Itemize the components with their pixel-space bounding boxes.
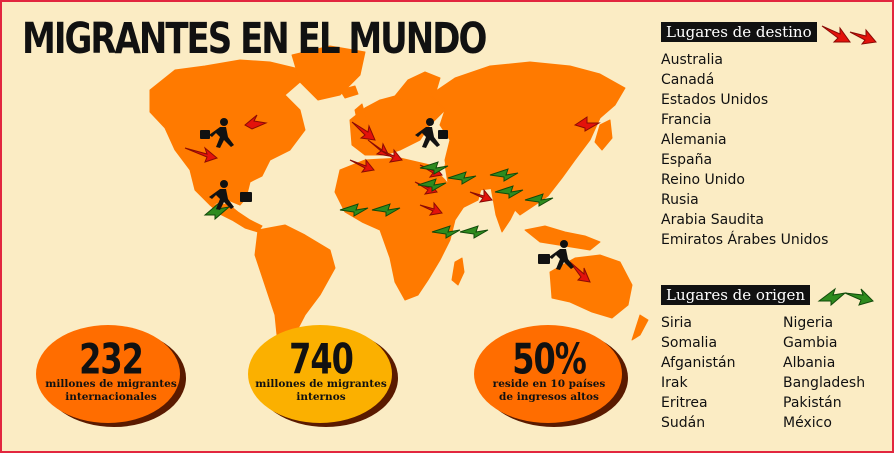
red-arrow-icon bbox=[184, 146, 219, 163]
running-person-with-suitcase-icon bbox=[415, 118, 448, 148]
stat-label-line-1: millones de migrantes bbox=[45, 378, 177, 390]
origins-heading: Lugares de origen bbox=[661, 285, 811, 305]
green-arrow-icon bbox=[371, 203, 401, 217]
stat-label: reside en 10 países de ingresos altos bbox=[468, 378, 630, 404]
stat-high-income-share: 50% reside en 10 países de ingresos alto… bbox=[468, 322, 630, 430]
iceland-shape bbox=[339, 85, 359, 99]
red-arrow-icon bbox=[469, 188, 493, 203]
list-item: Siria bbox=[661, 315, 693, 331]
list-item: Albania bbox=[783, 355, 836, 371]
stat-circle bbox=[36, 325, 186, 427]
stat-label-line-2: internacionales bbox=[65, 391, 157, 403]
red-arrow-icon bbox=[821, 25, 851, 43]
destinations-list: Australia Canadá Estados Unidos Francia … bbox=[661, 50, 828, 250]
list-item: Arabia Saudita bbox=[661, 212, 764, 228]
running-person-with-suitcase-icon bbox=[200, 118, 234, 148]
stat-value: 232 bbox=[79, 334, 144, 384]
list-item: Francia bbox=[661, 112, 712, 128]
page-title: MIGRANTES EN EL MUNDO bbox=[22, 14, 487, 64]
green-arrow-icon bbox=[494, 185, 524, 199]
scandinavia-shape bbox=[394, 71, 441, 101]
green-arrow-icon bbox=[844, 288, 874, 306]
list-item: Rusia bbox=[661, 192, 699, 208]
list-item: Alemania bbox=[661, 132, 727, 148]
running-person-with-suitcase-icon bbox=[209, 180, 252, 210]
destinations-heading: Lugares de destino bbox=[661, 22, 817, 42]
madagascar-shape bbox=[451, 257, 465, 286]
list-item: Canadá bbox=[661, 72, 715, 88]
stat-label: millones de migrantes internacionales bbox=[34, 378, 188, 404]
destination-arrows bbox=[184, 114, 601, 283]
green-arrow-icon bbox=[447, 171, 477, 185]
origins-list-column-1: Siria Somalia Afganistán Irak Eritrea Su… bbox=[661, 313, 735, 433]
list-item: Reino Unido bbox=[661, 172, 745, 188]
new-zealand-shape bbox=[631, 314, 649, 341]
stat-circle bbox=[474, 325, 628, 427]
green-arrow-icon bbox=[339, 203, 369, 217]
red-arrow-icon bbox=[351, 121, 376, 141]
list-item: Estados Unidos bbox=[661, 92, 769, 108]
north-america-shape bbox=[149, 59, 306, 206]
red-arrow-icon bbox=[379, 148, 403, 163]
running-person-with-suitcase-icon bbox=[538, 240, 574, 270]
list-item: Gambia bbox=[783, 335, 838, 351]
list-item: Pakistán bbox=[783, 395, 842, 411]
stat-label: millones de migrantes internos bbox=[244, 378, 398, 404]
list-item: Nigeria bbox=[783, 315, 834, 331]
india-shape bbox=[489, 179, 521, 233]
destination-legend-arrows bbox=[821, 25, 877, 45]
list-item: Emiratos Árabes Unidos bbox=[661, 232, 829, 248]
green-arrow-icon bbox=[524, 193, 554, 207]
red-arrow-icon bbox=[244, 114, 268, 130]
australia-shape bbox=[549, 254, 633, 319]
green-arrow-icon bbox=[419, 161, 449, 175]
world-map bbox=[149, 45, 649, 356]
indonesia-shape bbox=[524, 225, 601, 251]
list-item: Somalia bbox=[661, 335, 718, 351]
stat-value: 740 bbox=[289, 334, 354, 384]
green-arrow-icon bbox=[817, 287, 847, 307]
list-item: Irak bbox=[661, 375, 688, 391]
green-arrow-icon bbox=[431, 225, 461, 239]
list-item: Bangladesh bbox=[783, 375, 866, 391]
origins-list-column-2: Nigeria Gambia Albania Bangladesh Pakist… bbox=[783, 313, 865, 433]
stat-label-line-1: reside en 10 países bbox=[492, 378, 606, 390]
origin-legend-arrows bbox=[817, 287, 874, 307]
list-item: Afganistán bbox=[661, 355, 736, 371]
greenland-shape bbox=[291, 45, 366, 101]
japan-shape bbox=[594, 119, 613, 151]
origin-arrows bbox=[203, 161, 554, 239]
stat-internal-migrants: 740 millones de migrantes internos bbox=[244, 322, 398, 430]
green-arrow-icon bbox=[489, 168, 519, 182]
green-arrow-icon bbox=[459, 225, 489, 239]
list-item: España bbox=[661, 152, 713, 168]
list-item: Australia bbox=[661, 52, 723, 68]
red-arrow-icon bbox=[573, 116, 601, 132]
stat-value: 50% bbox=[512, 334, 587, 384]
green-arrow-icon bbox=[417, 178, 447, 192]
list-item: México bbox=[783, 415, 832, 431]
stat-circle bbox=[248, 325, 398, 427]
stat-label-line-2: de ingresos altos bbox=[499, 391, 599, 403]
red-arrow-icon bbox=[849, 28, 877, 45]
red-arrow-icon bbox=[349, 158, 375, 173]
uk-shape bbox=[354, 103, 367, 125]
migrant-figures bbox=[200, 118, 574, 270]
list-item: Eritrea bbox=[661, 395, 708, 411]
list-item: Sudán bbox=[661, 415, 706, 431]
stat-international-migrants: 232 millones de migrantes internacionale… bbox=[34, 322, 188, 430]
red-arrow-icon bbox=[419, 201, 443, 216]
stat-label-line-1: millones de migrantes bbox=[255, 378, 387, 390]
red-arrow-icon bbox=[569, 261, 591, 283]
stat-label-line-2: internos bbox=[296, 391, 346, 403]
